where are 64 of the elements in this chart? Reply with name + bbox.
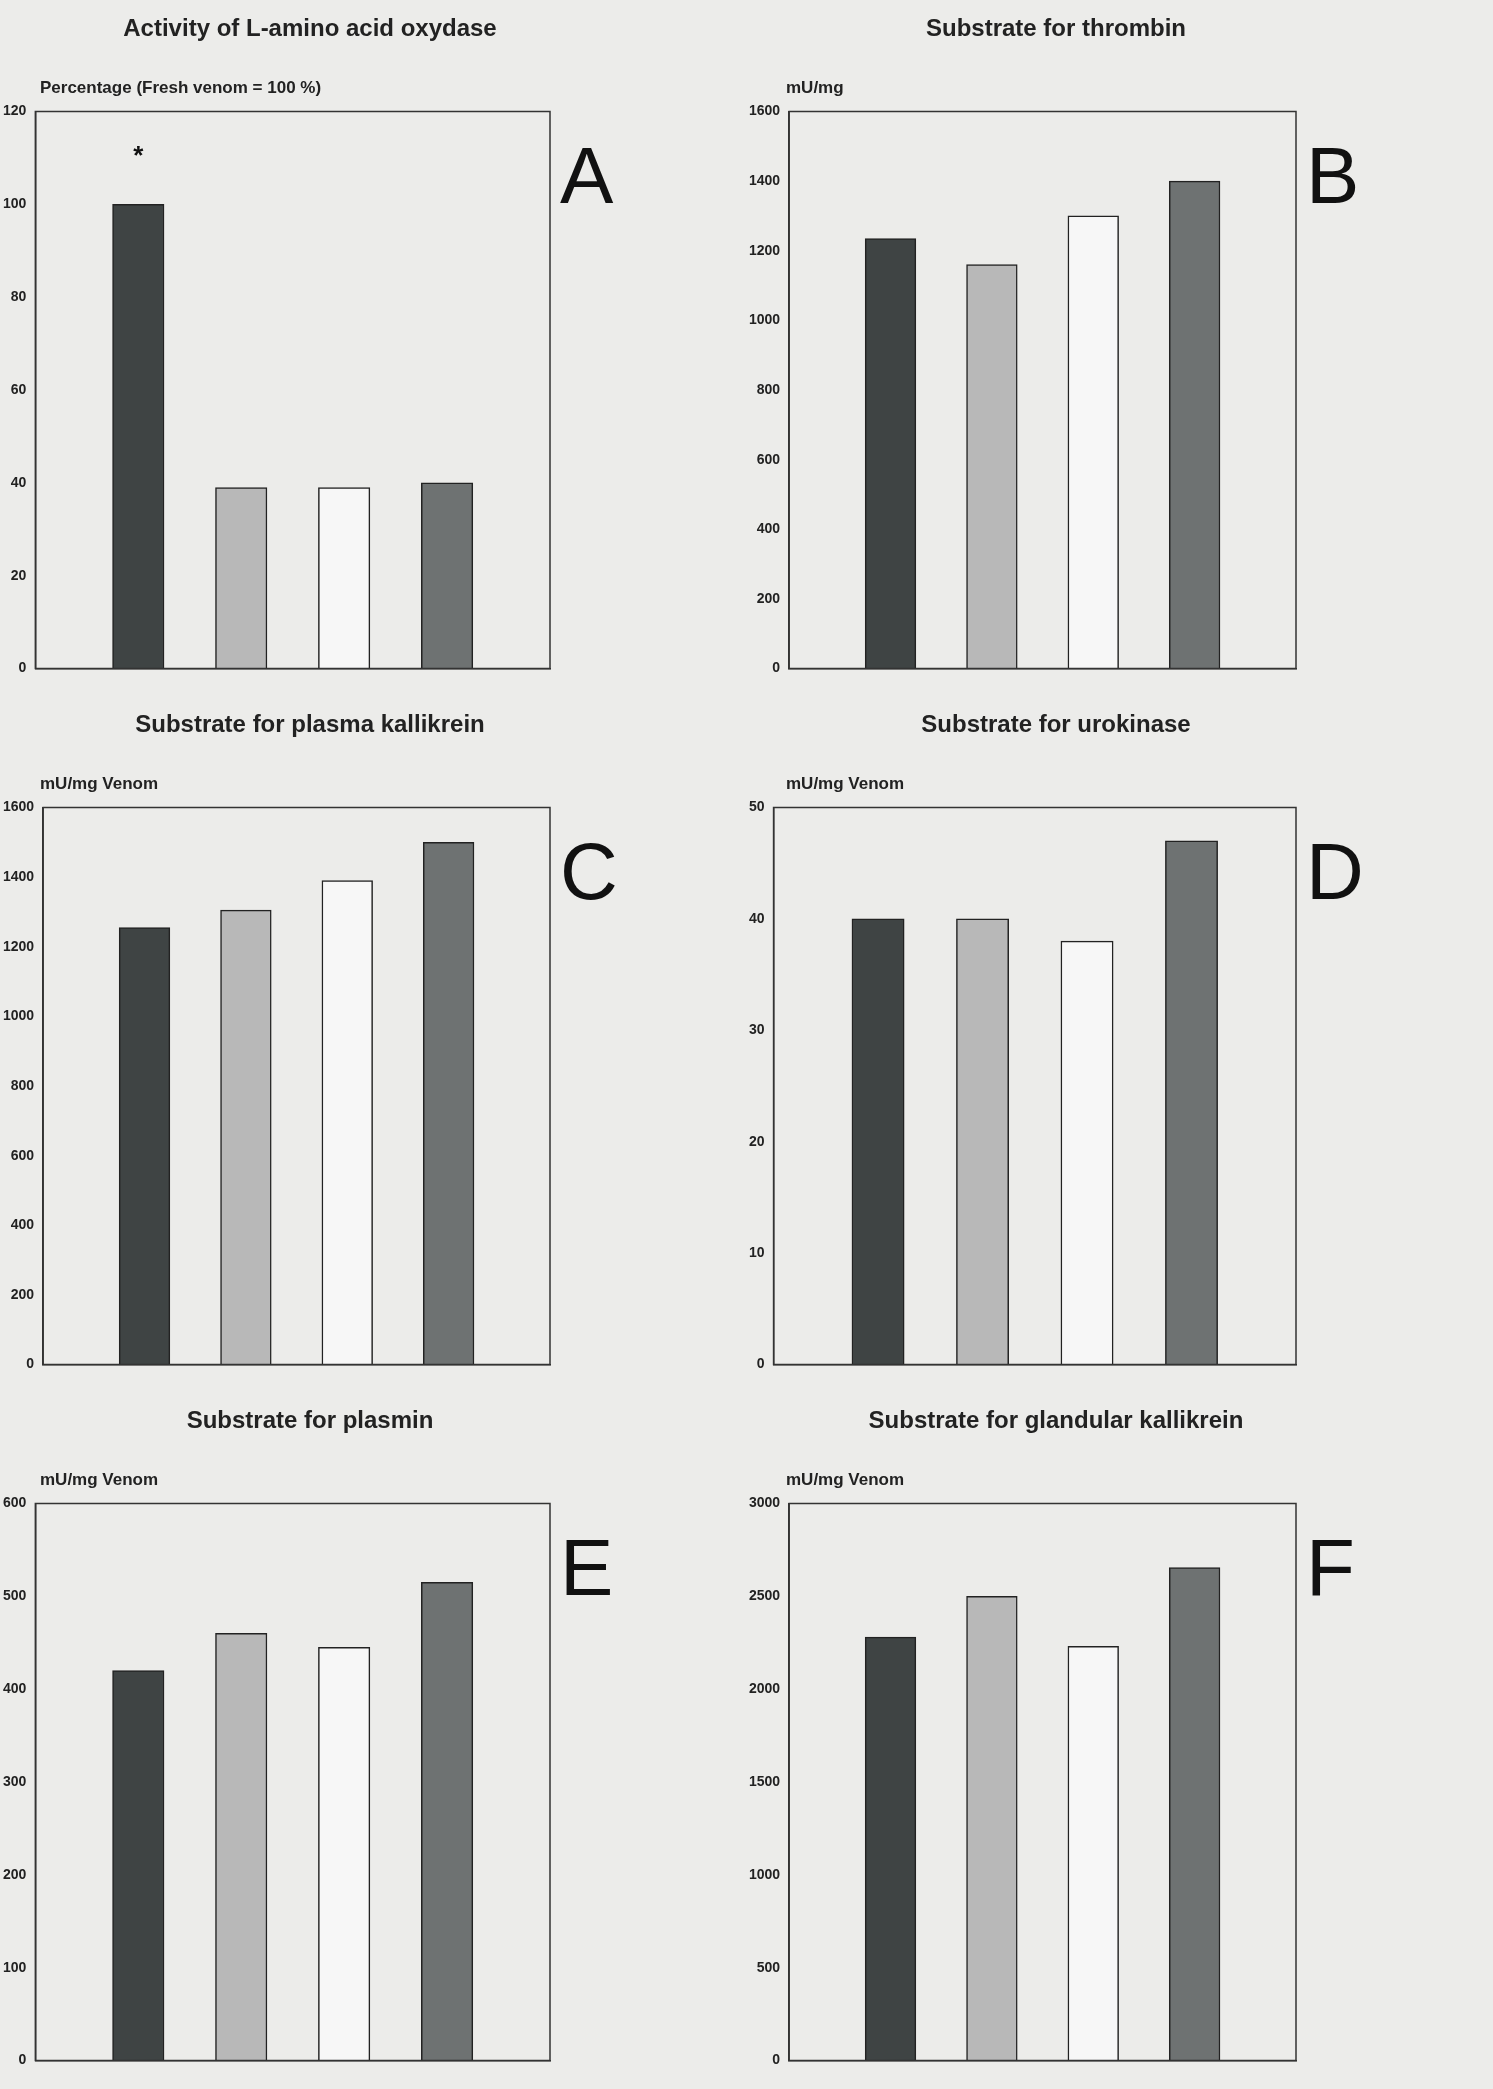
y-tick-label: 1000 [2, 1007, 35, 1024]
y-tick-label: 1200 [2, 937, 35, 954]
y-tick-label: 80 [10, 287, 27, 304]
text: A [560, 130, 614, 222]
y-tick-label: 0 [756, 1355, 765, 1372]
y-tick-label: 600 [756, 450, 781, 467]
y-tick-label: 30 [748, 1021, 765, 1038]
text: B [1306, 130, 1360, 222]
y-axis-title: mU/mg Venom [786, 1470, 905, 1490]
y-tick-label: 200 [3, 1865, 27, 1882]
y-tick-label: 0 [772, 659, 781, 676]
y-tick-label: 2500 [748, 1587, 781, 1604]
y-tick-label: 400 [10, 1216, 35, 1233]
y-tick-label: 1600 [2, 798, 35, 815]
y-tick-label: 600 [3, 1494, 27, 1511]
y-tick-label: 50 [748, 798, 765, 815]
text: E [560, 1522, 614, 1614]
y-axis-title: mU/mg Venom [40, 1470, 159, 1490]
text: D [1306, 826, 1364, 918]
y-tick-label: 60 [10, 380, 27, 397]
y-tick-label: 0 [18, 659, 27, 676]
y-tick-label: 0 [18, 2051, 27, 2068]
y-tick-label: 800 [756, 380, 781, 397]
data-label: * [133, 140, 145, 171]
y-tick-label: 500 [756, 1958, 781, 1975]
y-tick-label: 120 [3, 102, 27, 119]
y-tick-label: 100 [3, 1958, 27, 1975]
y-axis-title: Percentage (Fresh venom = 100 %) [40, 78, 322, 98]
y-tick-label: 3000 [748, 1494, 781, 1511]
y-tick-label: 0 [772, 2051, 781, 2068]
chart-title: Substrate for glandular kallikrein [867, 1406, 1245, 1434]
y-tick-label: 100 [3, 195, 27, 212]
y-tick-label: 500 [3, 1587, 27, 1604]
chart-title: Substrate for plasmin [185, 1406, 435, 1434]
chart-title: Substrate for urokinase [920, 710, 1192, 738]
y-tick-label: 200 [10, 1285, 35, 1302]
y-tick-label: 1600 [748, 102, 781, 119]
y-tick-label: 1000 [748, 311, 781, 328]
chart-title: Activity of L-amino acid oxydase [122, 14, 498, 42]
y-tick-label: 1400 [748, 171, 781, 188]
y-tick-label: 1200 [748, 241, 781, 258]
y-tick-label: 400 [3, 1679, 27, 1696]
y-tick-label: 0 [26, 1355, 35, 1372]
chart-title: Substrate for thrombin [925, 14, 1187, 42]
y-tick-label: 400 [756, 520, 781, 537]
y-axis-title: mU/mg Venom [786, 774, 905, 794]
y-axis-title: mU/mg Venom [40, 774, 159, 794]
y-tick-label: 20 [10, 566, 27, 583]
y-tick-label: 1400 [2, 867, 35, 884]
y-tick-label: 300 [3, 1772, 27, 1789]
y-tick-label: 20 [748, 1132, 765, 1149]
y-axis-title: mU/mg [786, 78, 844, 98]
y-tick-label: 600 [10, 1146, 35, 1163]
y-tick-label: 1500 [748, 1772, 781, 1789]
y-tick-label: 10 [748, 1244, 765, 1261]
text: C [560, 826, 618, 918]
text: F [1306, 1522, 1355, 1614]
y-tick-label: 40 [10, 473, 27, 490]
chart-title: Substrate for plasma kallikrein [134, 710, 486, 738]
y-tick-label: 1000 [748, 1865, 781, 1882]
y-tick-label: 200 [756, 589, 781, 606]
y-tick-label: 40 [748, 909, 765, 926]
y-tick-label: 2000 [748, 1679, 781, 1696]
y-tick-label: 800 [10, 1076, 35, 1093]
